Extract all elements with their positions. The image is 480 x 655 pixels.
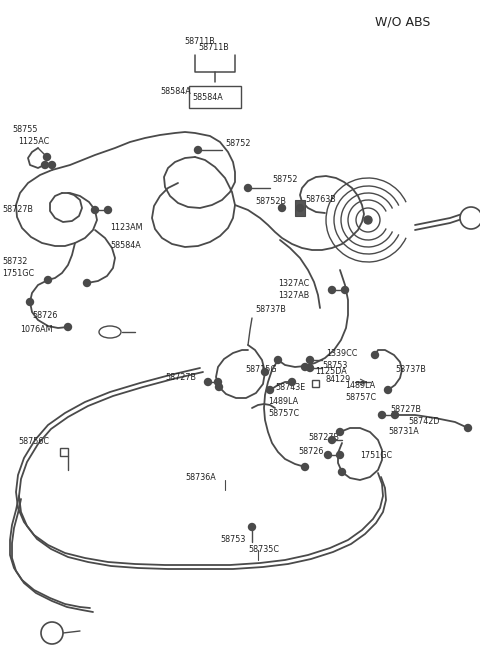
Text: 58731A: 58731A [388,428,419,436]
Circle shape [275,356,281,364]
Circle shape [364,216,372,224]
Circle shape [64,324,72,331]
Text: 58584A: 58584A [160,88,191,96]
Text: 58753: 58753 [220,536,245,544]
Circle shape [26,299,34,305]
Circle shape [384,386,392,394]
Text: 58584A: 58584A [110,240,141,250]
Circle shape [301,364,309,371]
Text: 58755: 58755 [12,126,37,134]
Circle shape [266,386,274,394]
Text: 58727B: 58727B [2,206,33,214]
Circle shape [288,379,296,386]
Circle shape [278,204,286,212]
Bar [295,200,305,216]
Text: 1125DA: 1125DA [315,367,347,377]
Circle shape [41,162,48,168]
Text: 58584A: 58584A [192,94,223,102]
Text: 58757C: 58757C [268,409,299,419]
Text: 58711B: 58711B [198,43,229,52]
Text: 58711B: 58711B [185,37,216,47]
FancyBboxPatch shape [189,86,241,108]
Circle shape [379,411,385,419]
Circle shape [84,280,91,286]
Circle shape [307,364,313,371]
Circle shape [307,356,313,364]
Text: 58727B: 58727B [390,405,421,415]
Text: 58752: 58752 [225,138,251,147]
Text: 1123AM: 1123AM [110,223,143,233]
Circle shape [244,185,252,191]
Text: 58737B: 58737B [255,305,286,314]
Circle shape [204,379,212,386]
Text: 58743E: 58743E [275,383,305,392]
Text: 58757C: 58757C [345,392,376,402]
Text: 58727B: 58727B [165,373,196,383]
Circle shape [249,523,255,531]
Text: 58726: 58726 [32,310,58,320]
Text: 1751GC: 1751GC [360,451,392,460]
Circle shape [465,424,471,432]
Circle shape [216,383,223,390]
Bar [312,379,319,386]
Circle shape [48,162,56,168]
Text: 58752B: 58752B [255,196,286,206]
Circle shape [92,206,98,214]
Circle shape [297,204,303,212]
Text: 1339CC: 1339CC [326,348,358,358]
Text: 58735C: 58735C [248,546,279,555]
Ellipse shape [99,326,121,338]
Circle shape [336,451,344,458]
Circle shape [301,464,309,470]
Circle shape [44,153,50,160]
Text: 58742D: 58742D [408,417,440,426]
Circle shape [194,147,202,153]
Circle shape [328,436,336,443]
Text: 58732: 58732 [2,257,27,267]
Text: W/O ABS: W/O ABS [375,16,431,29]
Text: 58726: 58726 [298,447,324,457]
Text: 1327AC: 1327AC [278,278,309,288]
Text: 58737B: 58737B [395,365,426,375]
Text: 58756C: 58756C [18,438,49,447]
Circle shape [336,428,344,436]
Circle shape [460,207,480,229]
Text: 1076AM: 1076AM [20,326,52,335]
Text: 58736A: 58736A [185,474,216,483]
Text: 1327AB: 1327AB [278,291,309,299]
Circle shape [105,206,111,214]
Circle shape [215,379,221,386]
Circle shape [372,352,379,358]
Circle shape [392,411,398,419]
Text: 58727B: 58727B [308,434,339,443]
Bar [60,448,68,456]
Text: A: A [467,213,475,223]
Text: 84129: 84129 [325,375,350,384]
Circle shape [356,208,380,232]
Text: 58763B: 58763B [305,195,336,204]
Circle shape [324,451,332,458]
Circle shape [41,622,63,644]
Text: 58752: 58752 [272,176,298,185]
Circle shape [328,286,336,293]
Circle shape [262,369,268,375]
Circle shape [341,286,348,293]
Text: 1489LA: 1489LA [268,398,298,407]
Text: A: A [48,628,56,638]
Text: 1751GC: 1751GC [2,269,34,278]
Circle shape [45,276,51,284]
Text: 58753: 58753 [322,360,348,369]
Text: 1489LA: 1489LA [345,381,375,390]
Circle shape [338,468,346,476]
Text: 58715G: 58715G [245,365,276,375]
Text: 1125AC: 1125AC [18,138,49,147]
